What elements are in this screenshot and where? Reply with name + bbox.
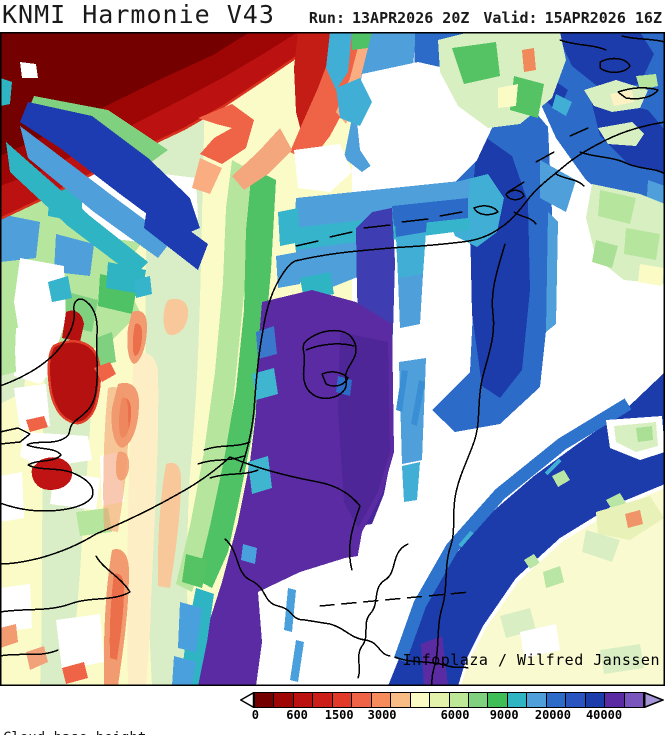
- legend-label-line1: Cloud base height: [3, 728, 146, 735]
- valid-value: 15APR2026 16Z: [544, 9, 662, 27]
- colorbar: [240, 692, 664, 708]
- colorbar-right-arrow: [644, 692, 664, 708]
- page-title: KNMI Harmonie V43: [2, 0, 275, 29]
- colorbar-cell: [371, 693, 392, 707]
- colorbar-tick-label: 9000: [489, 708, 519, 722]
- colorbar-ticks: 0 600 1500 3000 6000 9000 20000 40000: [251, 708, 643, 724]
- colorbar-cell: [391, 693, 411, 707]
- colorbar-tick-label: 20000: [534, 708, 571, 722]
- colorbar-cell: [468, 693, 489, 707]
- colorbar-cell: [274, 693, 294, 707]
- colorbar-cell: [430, 693, 450, 707]
- colorbar-tick-label: 0: [251, 708, 259, 722]
- colorbar-cell: [527, 693, 547, 707]
- colorbar-tick-label: 40000: [585, 708, 623, 722]
- colorbar-cell: [488, 693, 508, 707]
- map-area: Infoplaza / Wilfred Janssen: [0, 32, 665, 686]
- cloud-base-map: [0, 32, 665, 686]
- legend: Cloud base height (feet) 0 600 1500 3000 600…: [0, 686, 665, 735]
- colorbar-cell: [293, 693, 314, 707]
- colorbar-cell: [332, 693, 353, 707]
- colorbar-tick-label: 3000: [367, 708, 397, 722]
- colorbar-cell: [585, 693, 606, 707]
- colorbar-tick-label: 6000: [440, 708, 470, 722]
- run-label: Run:: [308, 9, 345, 27]
- colorbar-cell: [507, 693, 528, 707]
- colorbar-tick-label: 600: [286, 708, 308, 722]
- colorbar-cell: [255, 693, 275, 707]
- colorbar-cell: [566, 693, 586, 707]
- colorbar-cell: [624, 693, 644, 707]
- colorbar-cell: [605, 693, 625, 707]
- colorbar-left-arrow: [240, 692, 254, 708]
- colorbar-cell: [313, 693, 333, 707]
- run-valid-info: Run: 13APR2026 20Z Valid: 15APR2026 16Z: [309, 9, 665, 27]
- colorbar-cell: [546, 693, 567, 707]
- valid-label: Valid:: [483, 9, 538, 27]
- colorbar-cell: [352, 693, 372, 707]
- colorbar-cells: [254, 692, 644, 708]
- colorbar-cell: [410, 693, 431, 707]
- colorbar-cell: [449, 693, 469, 707]
- run-value: 13APR2026 20Z: [352, 9, 470, 27]
- header: KNMI Harmonie V43 Run: 13APR2026 20Z Valid…: [0, 0, 665, 32]
- legend-label: Cloud base height (feet): [3, 688, 146, 735]
- colorbar-tick-label: 1500: [324, 708, 354, 722]
- attribution-credit: Infoplaza / Wilfred Janssen: [402, 651, 660, 669]
